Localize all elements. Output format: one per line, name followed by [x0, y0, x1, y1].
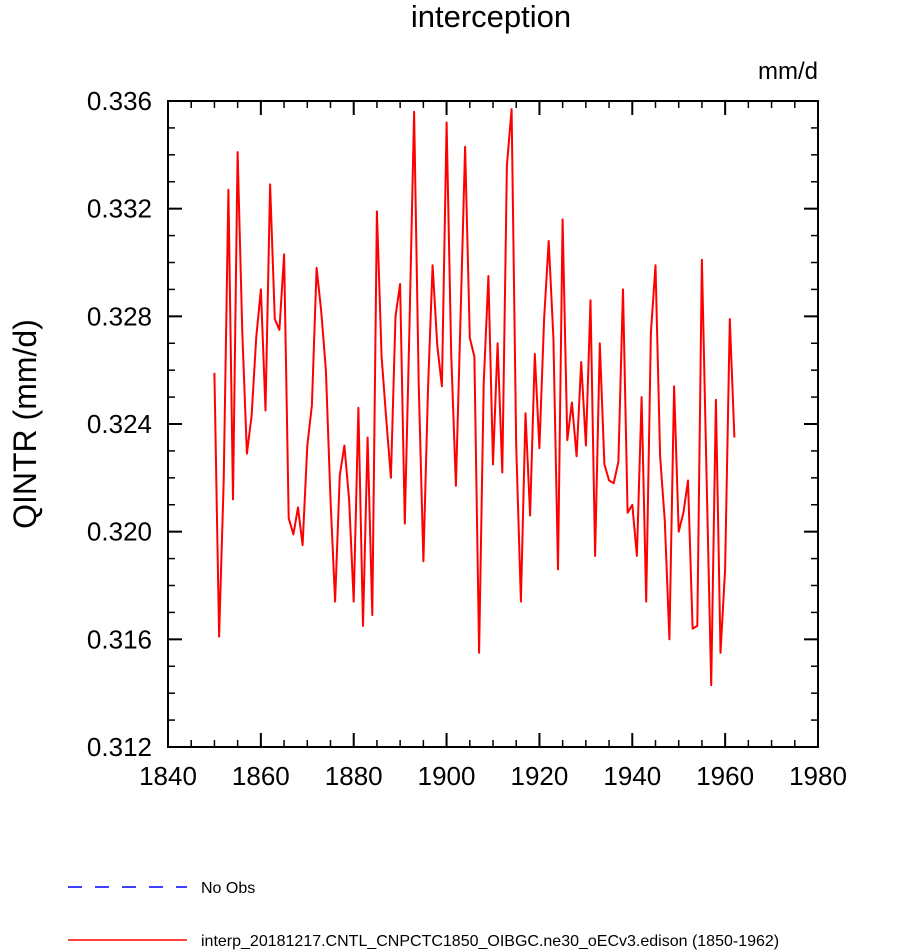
legend-label-cntl: interp_20181217.CNTL_CNPCTC1850_OIBGC.ne…: [201, 933, 779, 950]
x-tick-label: 1860: [232, 761, 290, 791]
chart-title: interception: [411, 0, 571, 34]
y-tick-label: 0.328: [87, 301, 152, 331]
legend-label-no-obs: No Obs: [201, 880, 255, 897]
x-tick-label: 1880: [325, 761, 383, 791]
y-axis-label: QINTR (mm/d): [7, 319, 43, 529]
y-tick-label: 0.336: [87, 86, 152, 116]
y-tick-labels: 0.312 0.316 0.320 0.324 0.328 0.332 0.336: [87, 86, 152, 762]
x-tick-label: 1980: [789, 761, 847, 791]
x-tick-label: 1960: [696, 761, 754, 791]
x-tick-labels: 1840 1860 1880 1900 1920 1940 1960 1980: [139, 761, 847, 791]
units-label: mm/d: [758, 58, 818, 85]
legend: No Obs interp_20181217.CNTL_CNPCTC1850_O…: [68, 880, 779, 950]
y-tick-label: 0.320: [87, 517, 152, 547]
x-tick-label: 1920: [511, 761, 569, 791]
y-tick-label: 0.324: [87, 409, 152, 439]
x-tick-label: 1940: [603, 761, 661, 791]
series-line-cntl: [213, 108, 736, 687]
y-tick-label: 0.332: [87, 194, 152, 224]
plot-frame: [167, 100, 819, 748]
y-tick-label: 0.316: [87, 624, 152, 654]
x-tick-label: 1840: [139, 761, 197, 791]
y-tick-label: 0.312: [87, 732, 152, 762]
x-tick-label: 1900: [418, 761, 476, 791]
